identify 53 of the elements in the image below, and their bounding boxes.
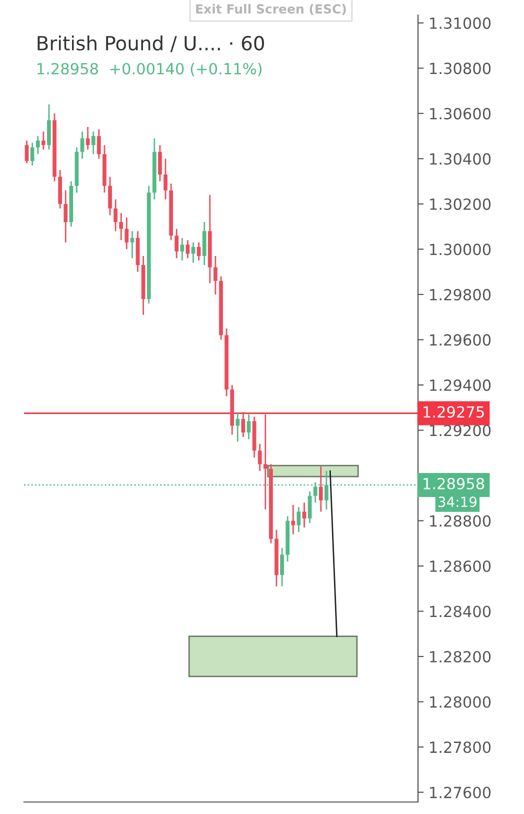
candlestick [124,216,129,250]
y-tick-label: 1.27800 [430,741,491,754]
candlestick [114,198,118,232]
candlestick [64,190,68,244]
ref-line-label: 1.29275 [424,406,484,418]
y-tick-label: 1.28600 [430,560,491,572]
candlestick [280,547,284,588]
candlestick [241,411,246,438]
candlestick [91,130,96,155]
y-tick-label: 1.30000 [430,244,491,256]
text: 1.28958 +0.00140 (+0.11%) [38,62,262,76]
candlestick [174,228,179,259]
y-tick-label: 1.28400 [430,606,491,618]
text: 34:19 [438,496,476,508]
y-tick-label: 1.29600 [430,334,491,346]
candlestick [296,506,301,533]
candlestick [24,140,29,164]
candlestick [291,504,296,536]
candlestick [302,502,306,528]
y-tick-label: 1.29200 [430,424,491,436]
candlestick [130,230,134,259]
candlestick [80,130,84,160]
y-tick-label: 1.30600 [430,108,491,120]
annotation: Exit Full Screen (ESC) [196,4,346,16]
candlestick [119,212,124,241]
y-tick-label: 1.30200 [430,198,491,210]
candlestick [246,414,251,440]
candlestick [318,466,323,512]
candlestick [236,411,240,442]
y-tick-label: 1.30800 [430,62,491,74]
y-tick-label: 1.28200 [430,650,491,663]
candlestick [36,135,40,155]
y-tick-label: 1.29800 [430,288,491,300]
candlestick [30,142,34,166]
candlestick [164,158,168,200]
candlestick [86,126,90,150]
ref-line-label: 1.28958 [424,478,484,490]
candlestick [263,414,268,510]
candlestick [158,144,162,182]
y-tick-label: 1.28000 [430,696,491,708]
y-tick-label: 1.28800 [430,515,491,527]
candlestick [258,443,262,472]
y-tick-label: 1.27600 [430,786,491,798]
y-tick-label: 1.31000 [430,17,491,29]
y-tick-label: 1.29400 [430,379,491,391]
candlestick [96,128,101,160]
y-tick-label: 1.30400 [430,153,491,165]
candlestick [313,482,318,504]
candlestick [41,130,46,150]
candlestick [108,176,112,216]
candlestick [214,255,218,296]
text: British Pound / U.... · 60 [38,35,264,52]
candlestick [180,237,184,262]
